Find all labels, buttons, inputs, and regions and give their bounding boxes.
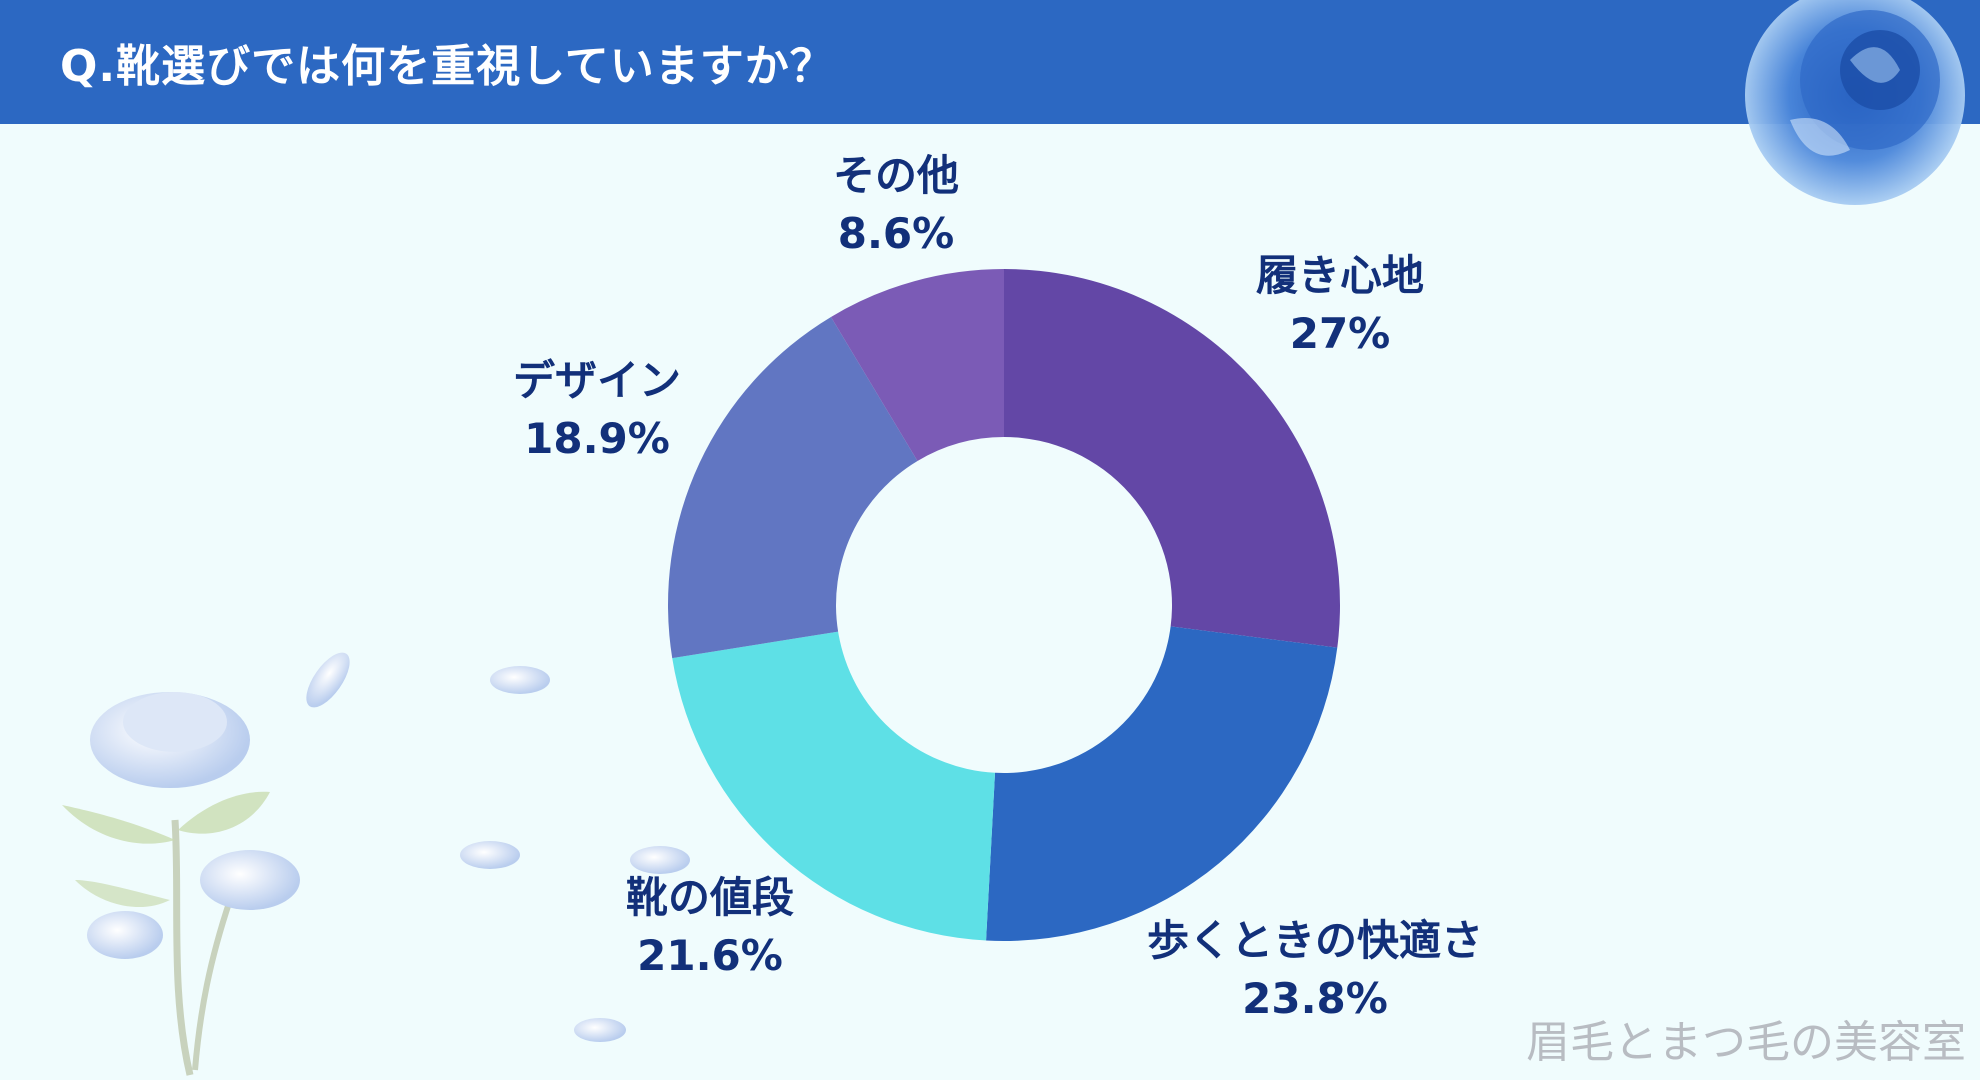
slice-category-label: その他: [833, 151, 959, 200]
header-bar: [0, 0, 1980, 124]
slice-value-label: 23.8%: [1242, 974, 1388, 1023]
donut-slice: [830, 269, 1004, 461]
donut-chart: [668, 269, 1340, 941]
donut-slice: [1004, 269, 1340, 648]
watermark-text: 眉毛とまつ毛の美容室: [1526, 1017, 1966, 1068]
donut-slice: [986, 626, 1338, 941]
slice-category-label: 履き心地: [1256, 251, 1424, 300]
donut-slice: [668, 316, 918, 659]
white-rose-decoration-icon: [62, 652, 690, 1076]
slice-category-label: 歩くときの快適さ: [1147, 916, 1483, 965]
slice-category-label: 靴の値段: [626, 873, 794, 922]
slice-category-label: デザイン: [513, 356, 681, 405]
rose-decoration-icon: [1745, 0, 1965, 205]
slice-value-label: 8.6%: [838, 209, 954, 258]
donut-slice: [672, 631, 996, 941]
chart-labels: 履き心地 27% 歩くときの快適さ 23.8% 靴の値段 21.6% デザイン 18.9% その…: [513, 151, 1483, 1023]
slice-value-label: 21.6%: [637, 931, 783, 980]
page-title: Q.靴選びでは何を重視していますか？: [60, 41, 835, 92]
slice-value-label: 27%: [1290, 309, 1391, 358]
slice-value-label: 18.9%: [524, 414, 670, 463]
